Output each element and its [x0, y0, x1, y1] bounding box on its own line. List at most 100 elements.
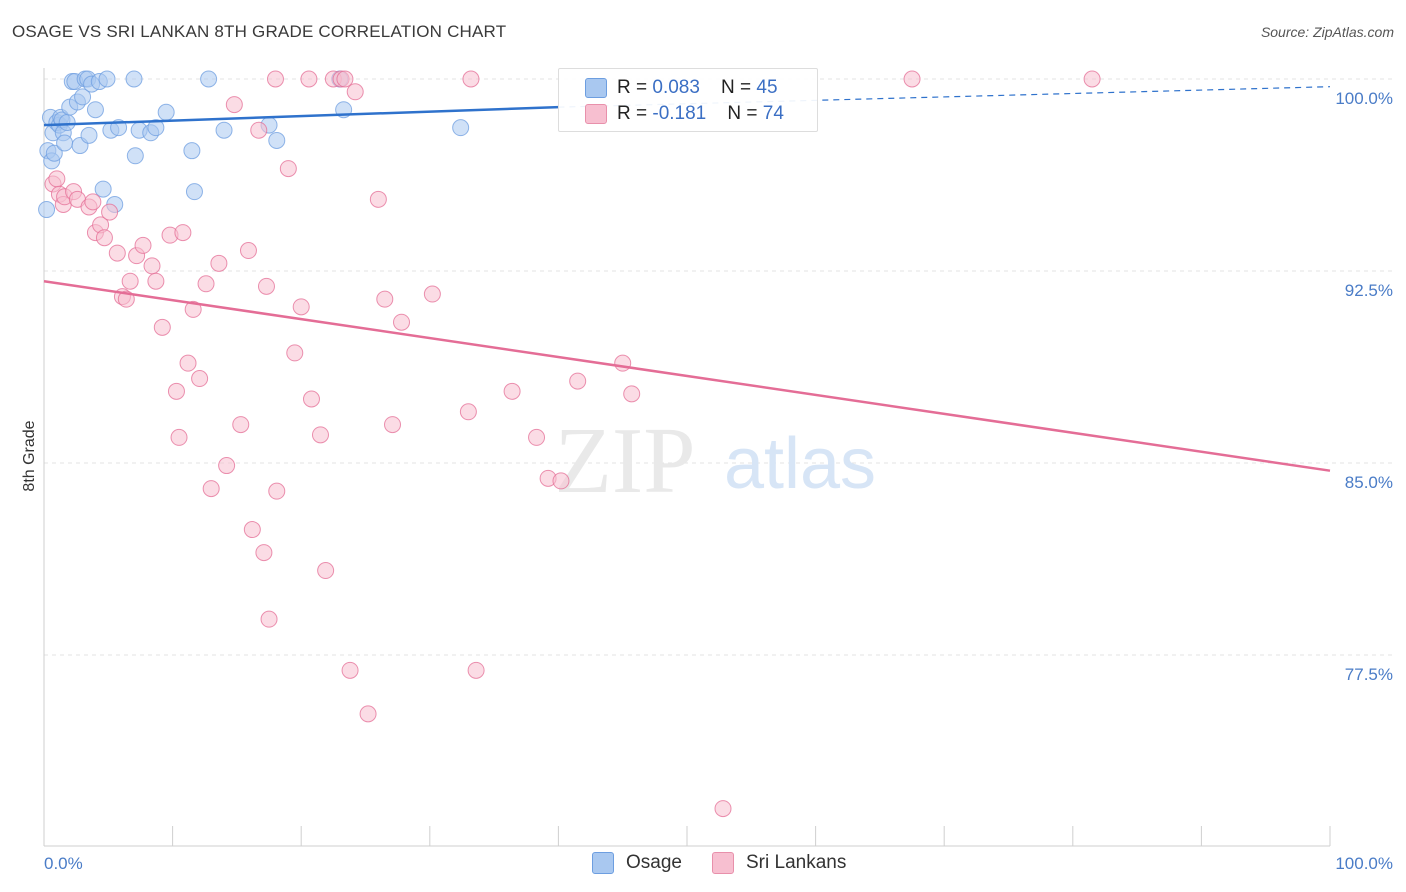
stats-legend: R = 0.083 N = 45 R = -0.181 N = 74: [558, 68, 818, 132]
data-point-osage: [74, 88, 92, 106]
y-tick-label: 92.5%: [1345, 281, 1393, 300]
data-point-sri-lankans: [239, 242, 257, 260]
data-point-sri-lankans: [462, 70, 480, 88]
legend-row-sri-lankans: R = -0.181 N = 74: [585, 102, 784, 126]
data-point-sri-lankans: [292, 298, 310, 316]
data-point-sri-lankans: [1083, 70, 1101, 88]
data-point-osage: [147, 119, 165, 137]
data-point-sri-lankans: [311, 426, 329, 444]
data-point-sri-lankans: [243, 521, 261, 539]
data-point-osage: [215, 121, 233, 139]
data-point-sri-lankans: [376, 290, 394, 308]
data-point-sri-lankans: [503, 382, 521, 400]
source-label: Source: ZipAtlas.com: [1260, 24, 1394, 40]
legend-n-label: N =: [727, 103, 763, 124]
data-point-sri-lankans: [84, 193, 102, 211]
bottom-legend-swatch-osage: [592, 852, 614, 874]
bottom-legend-swatch-sri-lankans: [712, 852, 734, 874]
data-point-sri-lankans: [359, 705, 377, 723]
trendline-sri-lankans: [43, 280, 1331, 472]
data-point-sri-lankans: [317, 562, 335, 580]
data-point-osage: [80, 126, 98, 144]
data-point-osage: [58, 114, 76, 132]
data-point-sri-lankans: [346, 83, 364, 101]
legend-r-label: R =: [617, 103, 653, 124]
ticks-layer: 100.0% 92.5% 85.0% 77.5% 0.0% 100.0%: [44, 89, 1393, 873]
legend-r-value-osage: 0.083: [652, 77, 700, 98]
data-point-sri-lankans: [336, 70, 354, 88]
trendline-osage-extension: [558, 86, 1331, 108]
data-point-sri-lankans: [153, 318, 171, 336]
y-tick-label: 85.0%: [1345, 473, 1393, 492]
data-point-sri-lankans: [903, 70, 921, 88]
y-tick-label: 100.0%: [1335, 89, 1393, 108]
points-layer: [38, 70, 1101, 818]
data-point-sri-lankans: [255, 544, 273, 562]
data-point-sri-lankans: [423, 285, 441, 303]
data-point-sri-lankans: [184, 300, 202, 318]
data-point-sri-lankans: [108, 244, 126, 262]
data-point-sri-lankans: [467, 661, 485, 679]
chart-title: OSAGE VS SRI LANKAN 8TH GRADE CORRELATIO…: [12, 22, 507, 41]
data-point-osage: [86, 101, 104, 119]
data-point-sri-lankans: [302, 390, 320, 408]
watermark-atlas: atlas: [724, 424, 876, 504]
legend-row-osage: R = 0.083 N = 45: [585, 76, 778, 100]
data-point-sri-lankans: [143, 257, 161, 275]
data-point-osage: [200, 70, 218, 88]
data-point-sri-lankans: [218, 457, 236, 475]
grid-layer: [44, 78, 1395, 656]
data-point-sri-lankans: [167, 382, 185, 400]
watermark: ZIP atlas: [555, 409, 877, 513]
data-point-osage: [452, 119, 470, 137]
data-point-osage: [38, 201, 56, 219]
legend-swatch-osage: [585, 78, 607, 98]
y-axis-label: 8th Grade: [21, 420, 38, 491]
axes-layer: [43, 68, 1331, 847]
bottom-legend-sri-lankans: Sri Lankans: [712, 852, 846, 874]
legend-r-value-sri-lankans: -0.181: [652, 103, 707, 124]
data-point-sri-lankans: [459, 403, 477, 421]
data-point-sri-lankans: [134, 236, 152, 254]
data-point-sri-lankans: [121, 272, 139, 290]
data-point-sri-lankans: [384, 416, 402, 434]
data-point-sri-lankans: [369, 190, 387, 208]
data-point-sri-lankans: [179, 354, 197, 372]
data-point-sri-lankans: [528, 428, 546, 446]
data-point-sri-lankans: [341, 661, 359, 679]
data-point-osage: [126, 147, 144, 165]
data-point-osage: [183, 142, 201, 160]
data-point-sri-lankans: [210, 254, 228, 272]
data-point-osage: [268, 131, 286, 149]
data-point-sri-lankans: [202, 480, 220, 498]
legend-r-label: R =: [617, 77, 653, 98]
data-point-sri-lankans: [393, 313, 411, 331]
data-point-sri-lankans: [191, 370, 209, 388]
bottom-legend-label-osage: Osage: [626, 852, 682, 873]
data-point-osage: [157, 103, 175, 121]
data-point-sri-lankans: [48, 170, 66, 188]
data-point-sri-lankans: [232, 416, 250, 434]
data-point-sri-lankans: [279, 160, 297, 178]
data-point-sri-lankans: [95, 229, 113, 247]
data-point-osage: [56, 134, 74, 152]
data-point-osage: [98, 70, 116, 88]
data-point-sri-lankans: [250, 121, 268, 139]
legend-n-value-osage: 45: [756, 77, 778, 98]
trendline-osage: [43, 105, 559, 127]
data-point-sri-lankans: [300, 70, 318, 88]
data-point-sri-lankans: [268, 482, 286, 500]
data-point-osage: [94, 180, 112, 198]
x-tick-label: 0.0%: [44, 854, 83, 873]
data-point-sri-lankans: [552, 472, 570, 490]
data-point-sri-lankans: [569, 372, 587, 390]
data-point-sri-lankans: [286, 344, 304, 362]
legend-n-value-sri-lankans: 74: [762, 103, 784, 124]
bottom-legend-osage: Osage: [592, 852, 682, 874]
x-tick-label: 100.0%: [1335, 854, 1393, 873]
legend-n-label: N =: [721, 77, 757, 98]
watermark-zip: ZIP: [555, 409, 696, 513]
data-point-sri-lankans: [174, 224, 192, 242]
data-point-sri-lankans: [257, 277, 275, 295]
